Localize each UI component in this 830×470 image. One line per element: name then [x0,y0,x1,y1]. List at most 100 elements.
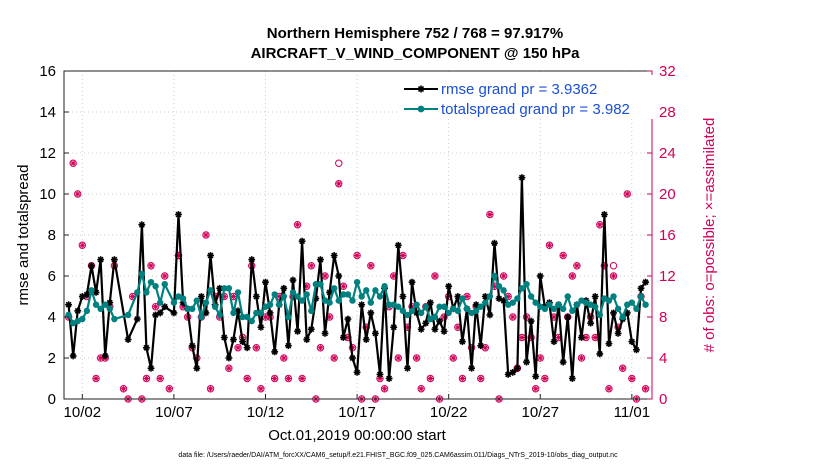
series-point [353,278,361,286]
series-point [587,319,595,327]
series-point [614,329,622,337]
series-point [156,309,164,317]
chart-subtitle: AIRCRAFT_V_WIND_COMPONENT @ 150 hPa [251,45,581,62]
series-point [243,313,251,321]
series-point [509,299,516,306]
series-point [280,293,288,300]
series-point [532,373,540,380]
obs-count-marker [477,374,485,383]
y-right-tick-label: 16 [659,227,676,244]
series-point [527,317,535,325]
series-point [202,299,210,306]
series-point [230,309,237,317]
legend-rmse-label: rmse grand pr = 3.9362 [441,81,597,98]
series-point [445,282,453,290]
series-point [211,303,219,310]
obs-count-marker [431,272,439,280]
series-point [317,281,324,288]
series-point [642,278,649,286]
series-point [88,287,95,294]
data-file-footnote: data file: /Users/raeder/DAI/ATM_forcXX/… [178,452,618,459]
obs-count-marker [618,364,627,372]
obs-count-marker [399,251,407,260]
series-point [363,287,370,294]
series-point [463,305,471,312]
series-point [417,325,425,333]
series-point [326,288,334,296]
obs-count-marker [628,374,636,383]
y-right-tick-label: 4 [659,350,667,367]
obs-count-marker [463,292,471,301]
obs-count-marker [307,262,315,270]
x-tick-label: 10/22 [430,404,468,421]
series-point [193,364,201,372]
left-axis-ticks: 0 2 4 6 8 10 12 14 16 [39,63,69,408]
series-point [298,297,306,304]
series-point [445,309,452,317]
obs-count-marker [252,344,261,352]
series-point [491,239,498,247]
series-point [559,358,567,366]
series-point [326,299,333,306]
series-point [550,338,558,346]
obs-count-marker [412,354,421,362]
legend-rmse-marker [417,85,425,93]
series-point [280,284,288,292]
series-point [486,293,494,300]
series-point [344,315,352,323]
obs-count-marker [499,272,508,280]
series-point [188,342,196,350]
obs-count-marker [270,374,279,383]
obs-count-marker [417,385,425,393]
series-point [541,305,549,312]
series-point [532,299,539,306]
series-point [138,270,146,278]
series-point [339,334,347,341]
series-point [385,301,393,308]
series-point [404,364,411,372]
series-point [147,364,155,372]
series-point [239,313,246,321]
series-point [385,375,393,382]
obs-count-marker [518,333,526,342]
series-point [610,309,617,317]
obs-count-marker [202,231,210,239]
obs-count-marker [284,374,293,383]
series-point [399,307,407,315]
obs-count-marker [559,251,567,260]
series-point [491,272,498,280]
series-point [367,309,375,317]
x-axis-label: Oct.01,2019 00:00:00 start [268,427,446,444]
obs-count-marker [380,385,389,393]
y-tick-label: 4 [48,309,56,326]
series-point [321,329,329,337]
series-point [431,313,439,321]
obs-count-marker [394,354,402,362]
series-point [225,285,233,292]
right-axis-ticks: 0 4 8 12 16 20 24 28 32 [647,63,676,408]
obs-count-marker [367,262,375,270]
y-tick-label: 14 [39,104,56,121]
series-point [605,297,613,304]
series-point [417,309,425,317]
series-point [559,305,567,312]
y-tick-label: 0 [48,391,56,408]
series-point [372,287,379,294]
series-point [156,299,164,306]
series-point [207,252,214,259]
obs-count-marker [225,364,233,372]
series-point [262,278,269,286]
y-right-tick-label: 20 [659,186,676,203]
series-point [408,307,416,315]
y-tick-label: 6 [48,268,56,285]
obs-count-marker [92,374,100,383]
obs-count-marker [605,385,613,393]
series-point [546,301,553,308]
series-point [367,299,375,306]
obs-count-marker [531,385,540,393]
x-tick-label: 10/07 [155,404,193,421]
x-tick-label: 10/17 [338,404,376,421]
series-point [619,313,626,321]
obs-count-marker [321,272,329,280]
grid [64,70,652,400]
